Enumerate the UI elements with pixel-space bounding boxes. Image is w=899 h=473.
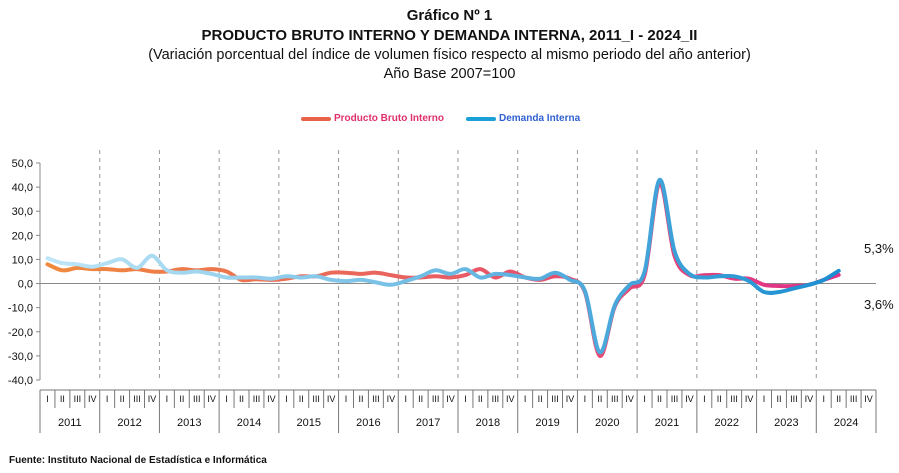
quarter-label: III (193, 394, 201, 404)
quarter-label: IV (506, 394, 515, 404)
year-label: 2015 (296, 417, 320, 429)
quarter-label: II (120, 394, 125, 404)
quarter-label: IV (88, 394, 97, 404)
quarter-label: I (763, 394, 766, 404)
quarter-label: III (790, 394, 798, 404)
legend-item-demanda: Demanda Interna (466, 113, 580, 124)
y-tick-label: 20,0 (12, 230, 33, 242)
quarter-label: III (850, 394, 858, 404)
quarter-label: I (464, 394, 467, 404)
quarter-label: III (611, 394, 619, 404)
chart-number-title: Gráfico Nº 1 (406, 7, 493, 24)
y-tick-label: 30,0 (12, 206, 33, 218)
y-tick-label: 10,0 (12, 254, 33, 266)
quarter-label: II (418, 394, 423, 404)
year-label: 2013 (177, 417, 201, 429)
year-label: 2020 (595, 417, 619, 429)
quarter-label: IV (207, 394, 216, 404)
quarter-label: II (717, 394, 722, 404)
chart-titles: Gráfico Nº 1 PRODUCTO BRUTO INTERNO Y DE… (0, 6, 899, 84)
quarter-label: II (478, 394, 483, 404)
quarter-label: I (404, 394, 407, 404)
y-tick-label: 0,0 (18, 279, 33, 291)
quarter-label: III (372, 394, 380, 404)
year-label: 2021 (655, 417, 679, 429)
y-tick-label: 50,0 (12, 158, 33, 170)
quarter-label: II (836, 394, 841, 404)
year-label: 2024 (834, 417, 858, 429)
quarter-label: II (597, 394, 602, 404)
quarter-label: III (730, 394, 738, 404)
quarter-label: IV (864, 394, 873, 404)
quarter-label: IV (387, 394, 396, 404)
quarter-label: II (299, 394, 304, 404)
chart-base-year: Año Base 2007=100 (383, 66, 516, 82)
quarter-label: I (106, 394, 109, 404)
y-tick-label: -10,0 (8, 303, 33, 315)
year-label: 2014 (237, 417, 261, 429)
end-label-demanda: 5,3% (864, 241, 894, 256)
quarter-label: I (822, 394, 825, 404)
year-label: 2016 (356, 417, 380, 429)
chart-subtitle: (Variación porcentual del índice de volu… (148, 47, 751, 63)
year-label: 2022 (714, 417, 738, 429)
quarter-label: III (671, 394, 679, 404)
quarter-label: II (179, 394, 184, 404)
quarter-label: III (492, 394, 500, 404)
quarter-label: II (358, 394, 363, 404)
quarter-label: III (253, 394, 261, 404)
y-tick-label: -40,0 (8, 375, 33, 387)
quarter-label: I (166, 394, 169, 404)
quarter-label: III (133, 394, 141, 404)
chart-main-title: PRODUCTO BRUTO INTERNO Y DEMANDA INTERNA… (201, 27, 698, 44)
quarter-label: I (703, 394, 706, 404)
year-label: 2019 (535, 417, 559, 429)
quarter-label: IV (566, 394, 575, 404)
quarter-label: I (225, 394, 228, 404)
legend-label-demanda: Demanda Interna (499, 113, 581, 124)
chart-legend: Producto Bruto Interno Demanda Interna (0, 113, 899, 129)
year-label: 2017 (416, 417, 440, 429)
legend-label-pbi: Producto Bruto Interno (334, 113, 444, 124)
quarter-label: IV (745, 394, 754, 404)
quarter-label: II (657, 394, 662, 404)
quarter-label: I (345, 394, 348, 404)
source-note: Fuente: Instituto Nacional de Estadístic… (9, 455, 267, 466)
quarter-label: IV (327, 394, 336, 404)
quarter-label: II (60, 394, 65, 404)
quarter-label: IV (625, 394, 634, 404)
quarter-label: III (432, 394, 440, 404)
quarter-label: III (551, 394, 559, 404)
year-label: 2023 (774, 417, 798, 429)
legend-swatch-demanda (466, 116, 496, 121)
quarter-label: II (776, 394, 781, 404)
y-tick-label: 40,0 (12, 182, 33, 194)
quarter-label: I (643, 394, 646, 404)
y-tick-label: -20,0 (8, 327, 33, 339)
quarter-label: II (538, 394, 543, 404)
quarter-label: IV (267, 394, 276, 404)
y-tick-label: -30,0 (8, 351, 33, 363)
quarter-label: IV (148, 394, 157, 404)
quarter-label: III (74, 394, 82, 404)
quarter-label: IV (446, 394, 455, 404)
quarter-label: I (285, 394, 288, 404)
quarter-label: IV (685, 394, 694, 404)
quarter-label: I (524, 394, 527, 404)
quarter-label: I (584, 394, 587, 404)
year-label: 2018 (476, 417, 500, 429)
legend-item-pbi: Producto Bruto Interno (301, 113, 444, 124)
series-line-pbi (45, 181, 841, 358)
quarter-label: IV (805, 394, 814, 404)
year-label: 2012 (117, 417, 141, 429)
series-line-demanda (45, 177, 841, 355)
quarter-label: III (312, 394, 320, 404)
year-label: 2011 (58, 417, 82, 429)
end-label-pbi: 3,6% (864, 297, 894, 312)
legend-swatch-pbi (301, 116, 331, 121)
quarter-label: II (239, 394, 244, 404)
quarter-label: I (46, 394, 49, 404)
